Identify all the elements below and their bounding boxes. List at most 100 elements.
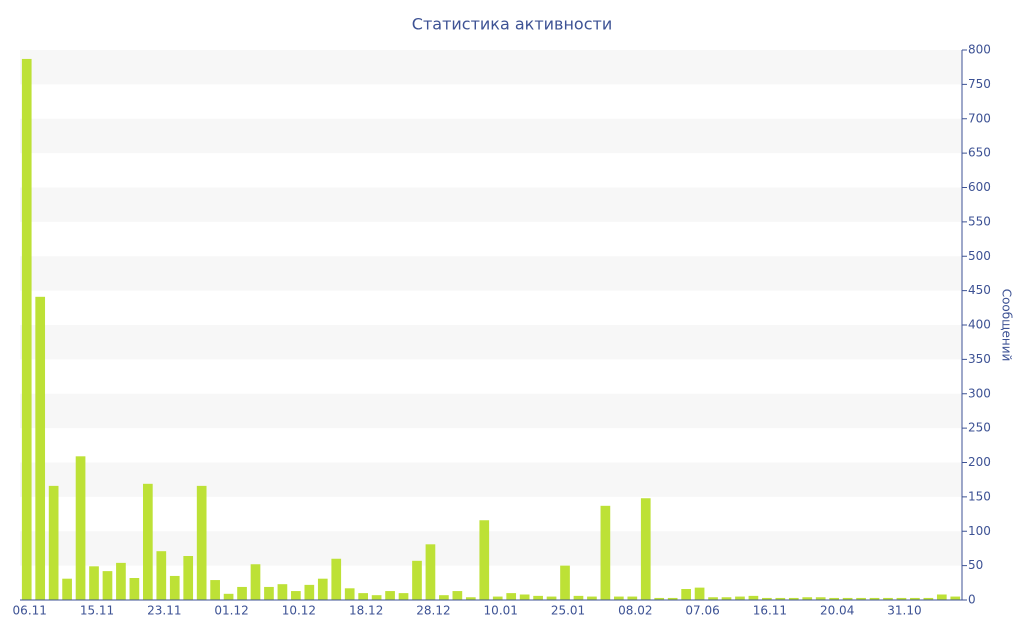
- bar: [425, 544, 436, 600]
- bar: [48, 485, 59, 600]
- grid-band: [20, 256, 962, 291]
- bar: [667, 597, 678, 600]
- bar: [304, 584, 315, 600]
- x-tick-label: 16.11: [753, 604, 787, 618]
- bar: [102, 571, 113, 600]
- bar: [735, 596, 745, 600]
- bar: [533, 595, 543, 600]
- bar: [89, 566, 99, 600]
- bar: [196, 485, 207, 600]
- x-tick-label: 08.02: [618, 604, 652, 618]
- x-tick-label: 10.01: [484, 604, 518, 618]
- bar: [156, 551, 167, 600]
- y-tick-label: 450: [968, 283, 991, 297]
- bar: [142, 483, 153, 600]
- bar: [788, 597, 799, 600]
- bar: [573, 595, 584, 600]
- bar: [62, 578, 72, 600]
- y-tick-label: 250: [968, 421, 991, 435]
- y-tick-label: 700: [968, 111, 991, 125]
- bar: [613, 596, 624, 600]
- bar: [775, 597, 786, 600]
- grid-band: [20, 118, 962, 154]
- bar: [842, 597, 853, 600]
- bar: [439, 595, 449, 600]
- chart-title: Статистика активности: [412, 15, 612, 34]
- bar: [856, 597, 866, 600]
- y-tick-label: 800: [968, 43, 991, 57]
- bar: [936, 594, 947, 600]
- bar: [75, 456, 86, 600]
- bar: [412, 560, 422, 600]
- bar: [183, 556, 194, 600]
- y-tick-label: 0: [968, 593, 976, 607]
- bar: [277, 584, 288, 600]
- y-tick-label: 650: [968, 146, 991, 160]
- bar: [681, 589, 691, 600]
- grid-band: [20, 462, 962, 497]
- bar: [923, 597, 934, 600]
- bar: [546, 596, 557, 600]
- y-tick-label: 550: [968, 214, 991, 228]
- bar: [35, 296, 46, 600]
- bar: [264, 586, 274, 600]
- bar: [708, 597, 718, 600]
- bar: [694, 587, 705, 600]
- grid-band: [20, 187, 962, 222]
- y-tick-label: 200: [968, 455, 991, 469]
- bar: [560, 565, 570, 600]
- bar: [883, 597, 893, 600]
- y-tick-label: 600: [968, 180, 991, 194]
- bar: [627, 596, 638, 600]
- bar: [910, 597, 920, 600]
- x-tick-label: 28.12: [416, 604, 450, 618]
- x-tick-label: 10.12: [282, 604, 316, 618]
- x-tick-label: 31.10: [887, 604, 921, 618]
- y-tick-label: 500: [968, 249, 991, 263]
- x-tick-label: 15.11: [80, 604, 114, 618]
- bar: [317, 578, 328, 600]
- bar: [950, 596, 961, 600]
- bar: [344, 588, 355, 600]
- bar: [129, 578, 140, 600]
- y-axis-label: Сообщений: [1000, 289, 1014, 362]
- grid-band: [20, 531, 962, 566]
- bar: [21, 58, 32, 600]
- bar: [519, 594, 530, 600]
- x-tick-label: 18.12: [349, 604, 383, 618]
- grid-band: [20, 50, 962, 85]
- x-tick-label: 01.12: [214, 604, 248, 618]
- bar: [371, 595, 382, 600]
- y-tick-label: 100: [968, 524, 991, 538]
- bar: [385, 591, 395, 600]
- bar: [210, 580, 220, 600]
- y-tick-label: 50: [968, 558, 983, 572]
- y-tick-label: 350: [968, 352, 991, 366]
- y-tick-label: 300: [968, 386, 991, 400]
- y-tick-label: 750: [968, 77, 991, 91]
- bar: [358, 593, 369, 600]
- bar: [331, 558, 342, 600]
- x-tick-label: 06.11: [13, 604, 47, 618]
- bar: [506, 593, 517, 600]
- grid-band: [20, 325, 962, 360]
- bar: [169, 575, 180, 600]
- bar: [802, 597, 813, 600]
- bar: [479, 520, 490, 600]
- bar: [116, 562, 126, 600]
- bar: [291, 591, 301, 600]
- bar: [398, 593, 409, 600]
- bar: [492, 596, 503, 600]
- bar: [237, 586, 247, 600]
- bar: [721, 597, 732, 600]
- grid-band: [20, 393, 962, 429]
- x-tick-label: 23.11: [147, 604, 181, 618]
- x-tick-label: 20.04: [820, 604, 854, 618]
- x-tick-label: 07.06: [685, 604, 719, 618]
- bar: [250, 564, 261, 600]
- bar: [465, 597, 476, 600]
- bar: [748, 595, 759, 600]
- y-tick-label: 150: [968, 489, 991, 503]
- bar: [452, 591, 463, 600]
